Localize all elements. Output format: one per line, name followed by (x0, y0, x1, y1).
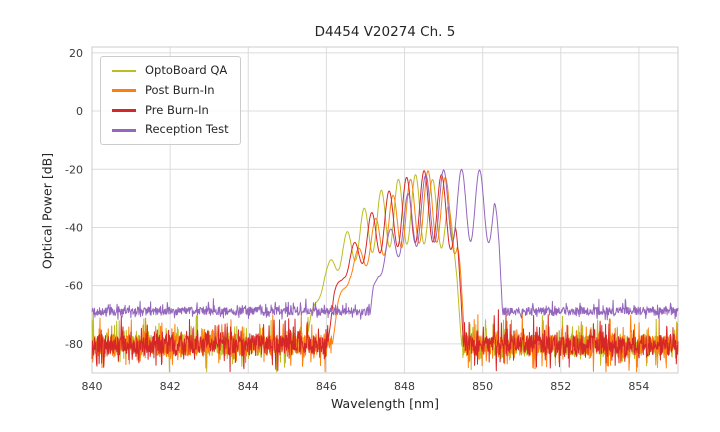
chart-title: D4454 V20274 Ch. 5 (314, 24, 456, 40)
x-tick-label: 852 (550, 380, 571, 393)
series-line-reception-test (91, 168, 679, 321)
legend-label: Post Burn-In (145, 82, 215, 97)
x-tick-label: 842 (160, 380, 181, 393)
legend-label: Pre Burn-In (145, 102, 209, 117)
x-tick-label: 854 (628, 380, 649, 393)
legend-item: Reception Test (112, 123, 229, 137)
legend-swatch (112, 89, 136, 92)
legend-swatch (112, 69, 136, 73)
legend-item: Post Burn-In (112, 82, 229, 98)
y-tick-label: -80 (65, 338, 83, 351)
y-tick-label: -20 (65, 163, 83, 176)
series-line-pre-burn-in (91, 170, 679, 373)
y-tick-label: -60 (65, 280, 83, 293)
x-tick-label: 850 (472, 380, 493, 393)
x-axis-label: Wavelength [nm] (331, 396, 439, 411)
y-tick-label: 20 (69, 47, 83, 60)
legend: OptoBoard QA Post Burn-In Pre Burn-In Recep… (100, 56, 241, 146)
y-tick-label: -40 (65, 221, 83, 234)
legend-swatch (112, 109, 136, 112)
x-tick-label: 840 (82, 380, 103, 393)
legend-label: OptoBoard QA (145, 63, 228, 77)
x-tick-label: 846 (316, 380, 337, 393)
x-tick-label: 844 (238, 380, 259, 393)
legend-item: OptoBoard QA (112, 63, 229, 78)
legend-label: Reception Test (145, 122, 229, 137)
y-tick-label: 0 (76, 105, 83, 118)
legend-item: Pre Burn-In (112, 102, 229, 118)
x-tick-label: 848 (394, 380, 415, 393)
y-axis-label: Optical Power [dB] (39, 152, 55, 270)
plot-border (91, 46, 679, 374)
legend-swatch (112, 129, 136, 132)
